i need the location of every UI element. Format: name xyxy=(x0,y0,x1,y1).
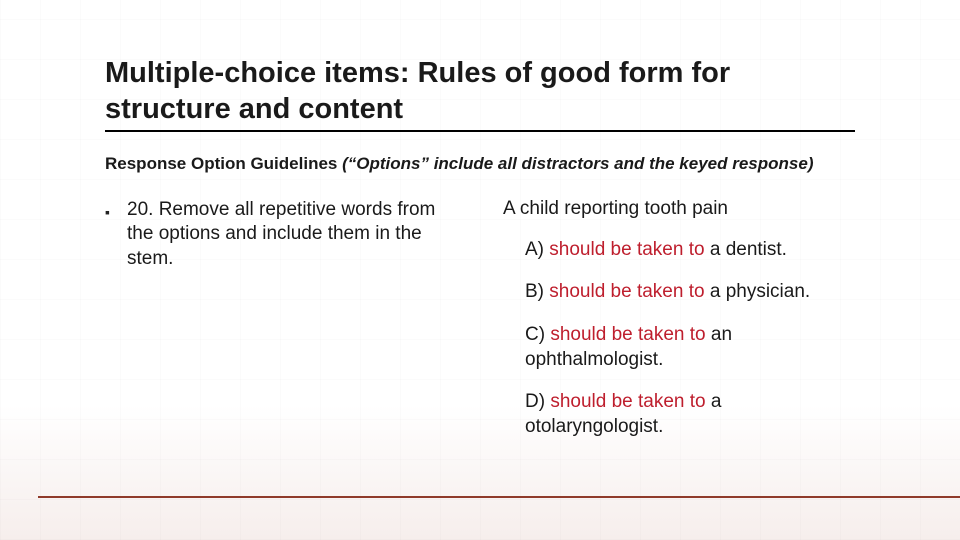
option-label: C) xyxy=(525,324,550,345)
example-stem: A child reporting tooth pain xyxy=(503,198,855,220)
option-emphasis: should be taken to xyxy=(550,391,705,412)
content-columns: ▪ 20. Remove all repetitive words from t… xyxy=(105,198,855,458)
title-wrap: Multiple-choice items: Rules of good for… xyxy=(105,55,855,132)
slide: Multiple-choice items: Rules of good for… xyxy=(0,0,960,540)
option-rest: a dentist. xyxy=(705,239,787,260)
guideline-text: 20. Remove all repetitive words from the… xyxy=(127,198,463,272)
page-title: Multiple-choice items: Rules of good for… xyxy=(105,55,855,132)
option-emphasis: should be taken to xyxy=(549,281,704,302)
guideline-item: ▪ 20. Remove all repetitive words from t… xyxy=(105,198,463,272)
bullet-icon: ▪ xyxy=(105,198,127,223)
option-emphasis: should be taken to xyxy=(550,324,705,345)
option-b: B) should be taken to a physician. xyxy=(503,280,855,305)
option-d: D) should be taken to a otolaryngologist… xyxy=(503,390,855,439)
option-label: A) xyxy=(525,239,549,260)
left-column: ▪ 20. Remove all repetitive words from t… xyxy=(105,198,463,458)
footer-rule xyxy=(38,496,960,498)
subheading-italic: (“Options” include all distractors and t… xyxy=(342,154,813,173)
subheading: Response Option Guidelines (“Options” in… xyxy=(105,154,855,174)
subheading-plain: Response Option Guidelines xyxy=(105,154,342,173)
option-label: D) xyxy=(525,391,550,412)
right-column: A child reporting tooth pain A) should b… xyxy=(503,198,855,458)
option-a: A) should be taken to a dentist. xyxy=(503,238,855,263)
option-label: B) xyxy=(525,281,549,302)
option-rest: a physician. xyxy=(705,281,811,302)
option-c: C) should be taken to an ophthalmologist… xyxy=(503,323,855,372)
option-emphasis: should be taken to xyxy=(549,239,704,260)
